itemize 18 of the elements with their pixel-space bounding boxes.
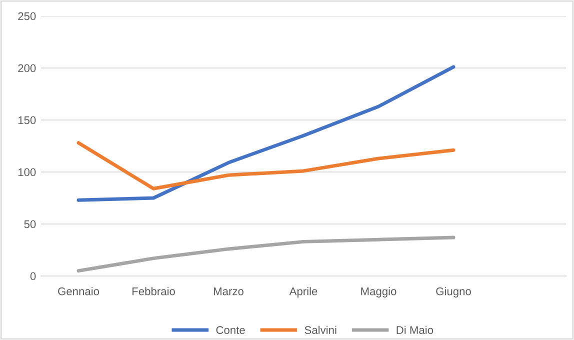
line-series: [76, 141, 456, 190]
y-tick-label: 200: [18, 64, 36, 72]
x-tick-label: Giugno: [436, 287, 471, 298]
legend-label: Conte: [216, 326, 245, 334]
y-tick-label: 100: [18, 168, 36, 176]
x-tick-label: Aprile: [289, 287, 318, 298]
line-series: [76, 65, 456, 202]
y-tick-label: 0: [30, 272, 36, 280]
y-tick-label: 250: [18, 12, 36, 20]
y-tick-label: 50: [24, 220, 36, 228]
line-series: [76, 236, 456, 273]
x-tick-label: Gennaio: [58, 287, 100, 296]
x-tick-label: Febbraio: [132, 287, 175, 296]
legend-label: Salvini: [304, 326, 336, 334]
legend-label: Di Maio: [396, 326, 434, 334]
y-tick-label: 150: [18, 116, 36, 124]
x-tick-label: Marzo: [214, 288, 244, 296]
x-tick-label: Maggio: [361, 287, 396, 298]
